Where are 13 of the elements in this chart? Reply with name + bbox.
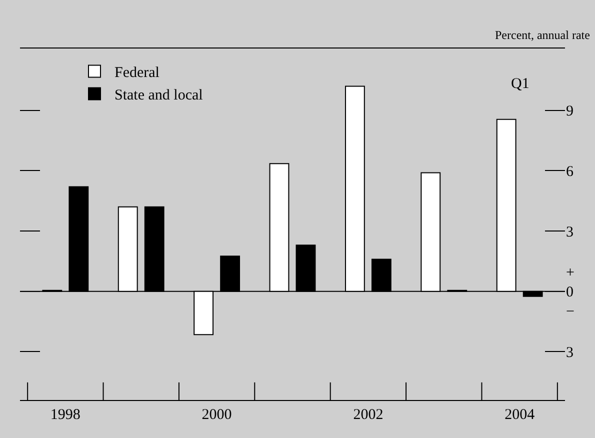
x-tick-label: 2002 xyxy=(353,407,384,423)
x-tick-label: 2000 xyxy=(202,407,232,423)
x-tick-label: 2004 xyxy=(504,407,536,423)
y-axis-title: Percent, annual rate xyxy=(495,28,590,42)
legend-label: Federal xyxy=(114,65,160,82)
y-tick-label: + 0 − xyxy=(566,265,574,320)
y-tick-label: 3 xyxy=(566,344,574,361)
legend-label: State and local xyxy=(114,88,203,104)
y-tick-label: 9 xyxy=(566,104,574,120)
annotation: Q1 xyxy=(511,76,530,92)
y-tick-label: 6 xyxy=(566,164,574,180)
y-tick-label: 3 xyxy=(566,224,574,240)
x-tick-label: 1998 xyxy=(50,407,80,423)
